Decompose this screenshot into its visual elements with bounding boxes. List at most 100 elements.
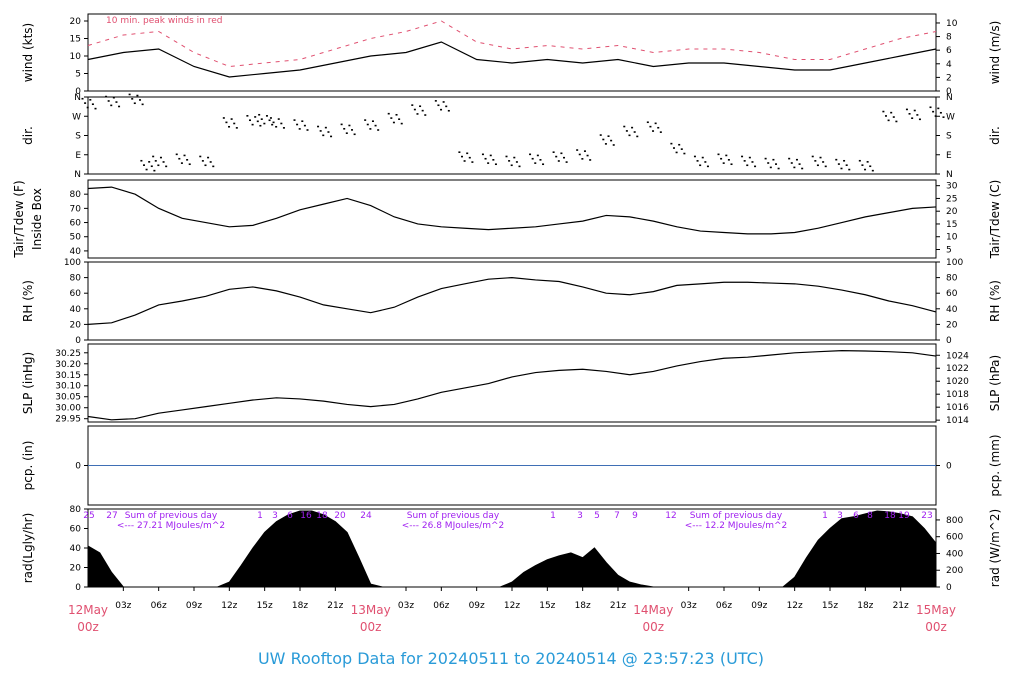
dir-point xyxy=(84,102,87,104)
dir-point xyxy=(272,121,275,124)
pcp-ylabel-right: pcp. (mm) xyxy=(988,434,1002,496)
dir-point xyxy=(743,160,746,162)
dir-point xyxy=(364,119,367,121)
dir-point xyxy=(369,128,372,130)
dir-point xyxy=(599,134,602,136)
slp-left-tick-label: 30.20 xyxy=(55,360,81,370)
dir-left-tick-label: S xyxy=(75,132,81,142)
dir-point xyxy=(866,161,869,163)
dir-point xyxy=(908,113,911,115)
dir-point xyxy=(583,150,586,152)
dir-point xyxy=(905,108,908,111)
dir-point xyxy=(317,125,320,128)
dir-point xyxy=(534,162,537,164)
dir-point xyxy=(848,168,851,171)
slp-left-tick-label: 30.00 xyxy=(55,404,81,414)
slp-right-tick-label: 1020 xyxy=(946,377,969,387)
dir-point xyxy=(589,159,592,161)
dir-point xyxy=(265,115,268,117)
wind-right-tick-label: 2 xyxy=(946,73,952,83)
dir-point xyxy=(607,135,610,137)
dir-point xyxy=(260,118,263,120)
dir-point xyxy=(254,116,257,118)
rad-hour-mark: 1 xyxy=(550,511,556,521)
dir-point xyxy=(654,122,657,125)
rad-note-line2: <--- 27.21 MJoules/m^2 xyxy=(117,521,225,531)
dir-point xyxy=(207,156,210,159)
temp-frame xyxy=(87,179,937,259)
wind-right-tick-label: 10 xyxy=(946,19,958,29)
dir-point xyxy=(576,149,579,151)
x-tick-label: 12z xyxy=(504,601,520,611)
wind-left-tick-label: 0 xyxy=(75,87,81,97)
temp-ylabel-left: Tair/Tdew (F) xyxy=(12,180,26,258)
dir-point xyxy=(895,120,898,123)
dir-point xyxy=(557,160,560,162)
wind-left-tick-label: 15 xyxy=(70,35,81,45)
wind-right-tick-label: 6 xyxy=(946,46,952,56)
dir-point xyxy=(858,159,861,162)
dir-point xyxy=(209,161,212,163)
rad-hour-mark: 6 xyxy=(287,511,293,521)
rad-ylabel-right: rad (W/m^2) xyxy=(988,509,1002,587)
rh-right-tick-label: 40 xyxy=(946,305,958,315)
x-tick-label: 21z xyxy=(610,601,626,611)
dir-point xyxy=(263,122,266,125)
wind-ylabel-left: wind (kts) xyxy=(21,23,35,82)
rad-hour-mark: 9 xyxy=(632,511,638,521)
dir-point xyxy=(675,151,678,154)
dir-point xyxy=(180,162,183,164)
slp-right-tick-label: 1022 xyxy=(946,364,969,374)
x-tick-label: 09z xyxy=(751,601,767,611)
dir-point xyxy=(466,152,469,155)
dir-point xyxy=(657,126,660,129)
rh-right-tick-label: 100 xyxy=(946,258,963,268)
rad-left-tick-label: 20 xyxy=(70,564,82,574)
dir-point xyxy=(565,161,568,163)
dir-point xyxy=(141,103,144,106)
dir-point xyxy=(884,115,887,117)
dir-point xyxy=(330,135,333,138)
panel-rh: 0 20 40 60 80 100 0 20 40 60 80 100 RH (%) RH (%) xyxy=(21,258,1002,346)
dir-point xyxy=(819,156,822,159)
temp-right-tick-label: 10 xyxy=(946,233,958,243)
wind-right-tick-label: 0 xyxy=(946,87,952,97)
slp-frame xyxy=(87,343,937,423)
temp-right-tick-label: 25 xyxy=(946,194,957,204)
dir-point xyxy=(204,164,207,167)
dir-point xyxy=(631,126,634,129)
dir-point xyxy=(133,102,136,105)
panel-temp: 40 50 60 70 80 5 10 15 20 25 30 Tair/Tdew (F) Inside… xyxy=(12,179,1002,259)
dir-point xyxy=(416,113,419,115)
dir-point xyxy=(937,107,940,110)
x-day-label: 14May xyxy=(633,603,673,617)
dir-point xyxy=(460,155,463,158)
rad-area xyxy=(87,510,937,588)
rh-line xyxy=(87,276,937,325)
dir-point xyxy=(560,152,563,155)
dir-point xyxy=(911,117,914,120)
dir-point xyxy=(769,166,772,169)
dir-point xyxy=(531,157,534,160)
dir-left-tick-label: E xyxy=(75,151,81,161)
rad-hour-mark: 8 xyxy=(867,511,873,521)
x-tick-label: 21z xyxy=(327,601,343,611)
dir-point xyxy=(612,144,615,146)
dir-point xyxy=(720,157,723,160)
dir-point xyxy=(153,169,156,172)
dir-point xyxy=(822,161,825,163)
dir-point xyxy=(835,158,838,161)
temp-left-tick-label: 40 xyxy=(70,247,82,257)
dir-point xyxy=(131,98,134,100)
dir-point xyxy=(916,114,919,116)
x-tick-label: 15z xyxy=(257,601,273,611)
dir-point xyxy=(165,165,168,168)
rh-ylabel-right: RH (%) xyxy=(988,280,1002,322)
x-day-time: 00z xyxy=(360,620,382,634)
rad-hour-mark: 19 xyxy=(898,511,910,521)
dir-point xyxy=(633,131,636,133)
dir-point xyxy=(105,95,108,98)
x-tick-label: 03z xyxy=(398,601,414,611)
dir-point xyxy=(727,159,730,161)
